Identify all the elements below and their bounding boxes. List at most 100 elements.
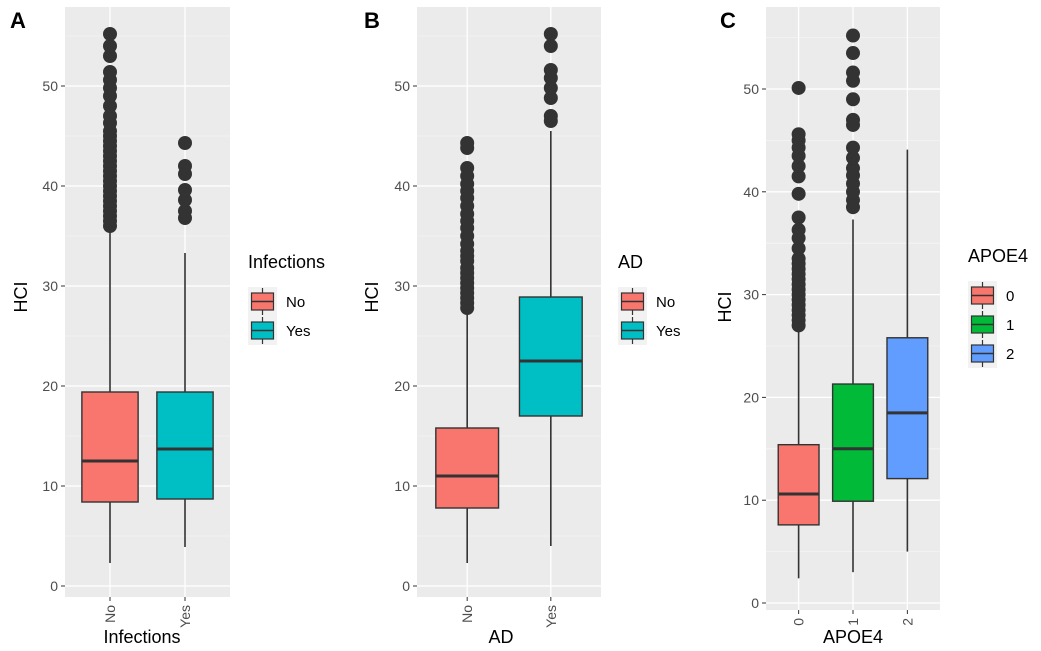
y-tick-label: 50 <box>394 78 410 94</box>
legend-title: APOE4 <box>968 246 1028 266</box>
y-tick-label: 0 <box>50 578 58 594</box>
outlier-point <box>791 159 806 174</box>
y-tick-label: 10 <box>42 478 58 494</box>
outlier-point <box>791 169 806 184</box>
box-no <box>435 136 500 563</box>
y-tick-label: 0 <box>751 595 759 611</box>
y-tick-label: 50 <box>743 81 759 97</box>
legend: AD No Yes <box>618 252 680 345</box>
legend-label: 2 <box>1006 346 1014 363</box>
outlier-point <box>846 150 860 165</box>
y-tick-label: 20 <box>394 378 410 394</box>
outlier-point <box>178 193 192 207</box>
x-axis-title: Infections <box>103 627 180 647</box>
legend-label: No <box>656 294 675 311</box>
legend: APOE4 0 1 2 <box>968 246 1028 368</box>
panel-b: B 0 10 20 30 40 50 No Yes AD HCI AD No Yes <box>362 7 680 647</box>
y-tick-label: 20 <box>743 389 759 405</box>
legend: Infections No Yes <box>248 252 325 345</box>
iqr-box <box>518 296 583 417</box>
outlier-point <box>178 136 192 150</box>
plot-background <box>65 7 230 597</box>
y-axis-title: HCI <box>11 282 31 313</box>
y-tick-label: 50 <box>42 78 58 94</box>
outlier-point <box>846 92 860 107</box>
panel-letter: B <box>364 8 380 33</box>
outlier-point <box>103 49 117 63</box>
y-tick-label: 40 <box>394 178 410 194</box>
outlier-point <box>103 109 117 123</box>
y-axis-title: HCI <box>362 282 382 313</box>
iqr-box <box>156 391 214 500</box>
y-tick-label: 30 <box>743 287 759 303</box>
y-tick-label: 0 <box>402 578 410 594</box>
outlier-point <box>543 81 558 95</box>
iqr-box <box>435 427 500 509</box>
outlier-point <box>791 241 806 256</box>
outlier-point <box>846 65 860 80</box>
box-2 <box>886 149 929 552</box>
legend-label: 0 <box>1006 288 1014 305</box>
iqr-box <box>777 443 820 526</box>
outlier-point <box>103 65 117 79</box>
x-axis-title: APOE4 <box>823 627 883 647</box>
outlier-point <box>846 161 860 176</box>
x-tick-label: 2 <box>899 618 915 626</box>
outlier-point <box>543 39 558 53</box>
outlier-point <box>460 161 475 175</box>
iqr-box <box>886 337 929 480</box>
x-axis-title: AD <box>488 627 513 647</box>
outlier-point <box>543 63 558 77</box>
x-tick-label: 1 <box>845 618 861 626</box>
outlier-point <box>791 127 806 142</box>
box-0 <box>777 80 820 579</box>
x-tick-label: No <box>459 605 475 623</box>
box-yes <box>518 27 583 546</box>
outlier-point <box>103 99 117 113</box>
outlier-point <box>791 222 806 237</box>
outlier-point <box>846 28 860 43</box>
x-tick-label: Yes <box>543 605 559 628</box>
outlier-point <box>846 140 860 155</box>
legend-label: 1 <box>1006 317 1014 334</box>
outlier-point <box>846 46 860 61</box>
outlier-point <box>103 27 117 41</box>
iqr-box <box>831 383 875 502</box>
box-1 <box>831 28 875 573</box>
panel-letter: A <box>10 8 26 33</box>
box-yes <box>156 136 214 547</box>
outlier-point <box>791 251 806 266</box>
y-tick-label: 10 <box>743 492 759 508</box>
x-tick-label: No <box>102 605 118 623</box>
outlier-point <box>178 183 192 197</box>
panel-letter: C <box>720 8 736 33</box>
iqr-box <box>81 391 139 503</box>
y-tick-label: 10 <box>394 478 410 494</box>
outlier-point <box>543 91 558 105</box>
outlier-point <box>178 159 192 173</box>
y-tick-label: 30 <box>394 278 410 294</box>
outlier-point <box>543 109 558 123</box>
y-tick-label: 40 <box>743 184 759 200</box>
outlier-point <box>846 112 860 127</box>
y-axis-title: HCI <box>715 292 735 323</box>
box-no <box>81 27 139 563</box>
x-tick-label: Yes <box>177 605 193 628</box>
outlier-point <box>178 204 192 218</box>
outlier-point <box>103 39 117 53</box>
legend-label: No <box>286 294 305 311</box>
y-tick-label: 30 <box>42 278 58 294</box>
outlier-point <box>791 210 806 225</box>
outlier-point <box>791 186 806 201</box>
panel-c: C 0 10 20 30 40 50 0 1 2 APOE4 HCI APOE4 0 1 2 <box>715 7 1028 647</box>
outlier-point <box>460 136 475 150</box>
x-tick-label: 0 <box>791 618 807 626</box>
legend-title: Infections <box>248 252 325 272</box>
y-tick-label: 40 <box>42 178 58 194</box>
legend-label: Yes <box>656 323 680 340</box>
legend-title: AD <box>618 252 643 272</box>
legend-label: Yes <box>286 323 310 340</box>
outlier-point <box>791 80 806 95</box>
